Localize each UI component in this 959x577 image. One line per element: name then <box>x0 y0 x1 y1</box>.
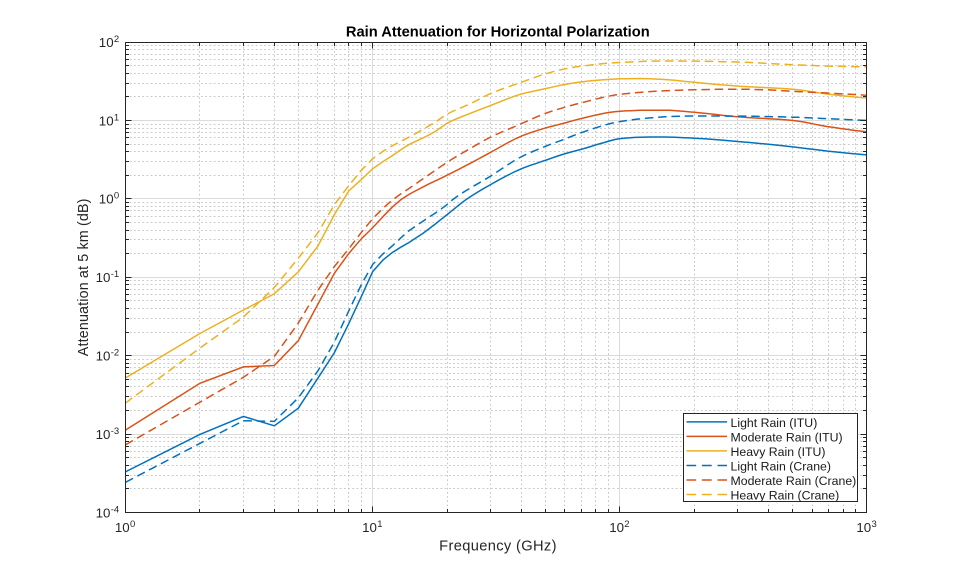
svg-text:Heavy Rain (ITU): Heavy Rain (ITU) <box>731 445 826 459</box>
svg-text:10-2: 10-2 <box>96 348 120 364</box>
svg-text:Rain Attenuation for Horizonta: Rain Attenuation for Horizontal Polariza… <box>346 24 650 40</box>
svg-text:10-4: 10-4 <box>96 504 120 520</box>
svg-text:100: 100 <box>99 191 119 207</box>
svg-text:Heavy Rain (Crane): Heavy Rain (Crane) <box>731 488 840 502</box>
svg-text:10-3: 10-3 <box>96 426 120 442</box>
svg-text:102: 102 <box>99 34 119 50</box>
svg-text:Light Rain (Crane): Light Rain (Crane) <box>731 459 831 473</box>
svg-text:Moderate Rain (Crane): Moderate Rain (Crane) <box>731 474 857 488</box>
svg-text:Light Rain (ITU): Light Rain (ITU) <box>731 416 818 430</box>
svg-text:Frequency (GHz): Frequency (GHz) <box>439 539 557 555</box>
svg-text:Attenuation at 5 km (dB): Attenuation at 5 km (dB) <box>76 198 92 356</box>
svg-text:Moderate Rain (ITU): Moderate Rain (ITU) <box>731 430 843 444</box>
svg-text:101: 101 <box>99 112 119 128</box>
svg-text:10-1: 10-1 <box>96 269 120 285</box>
